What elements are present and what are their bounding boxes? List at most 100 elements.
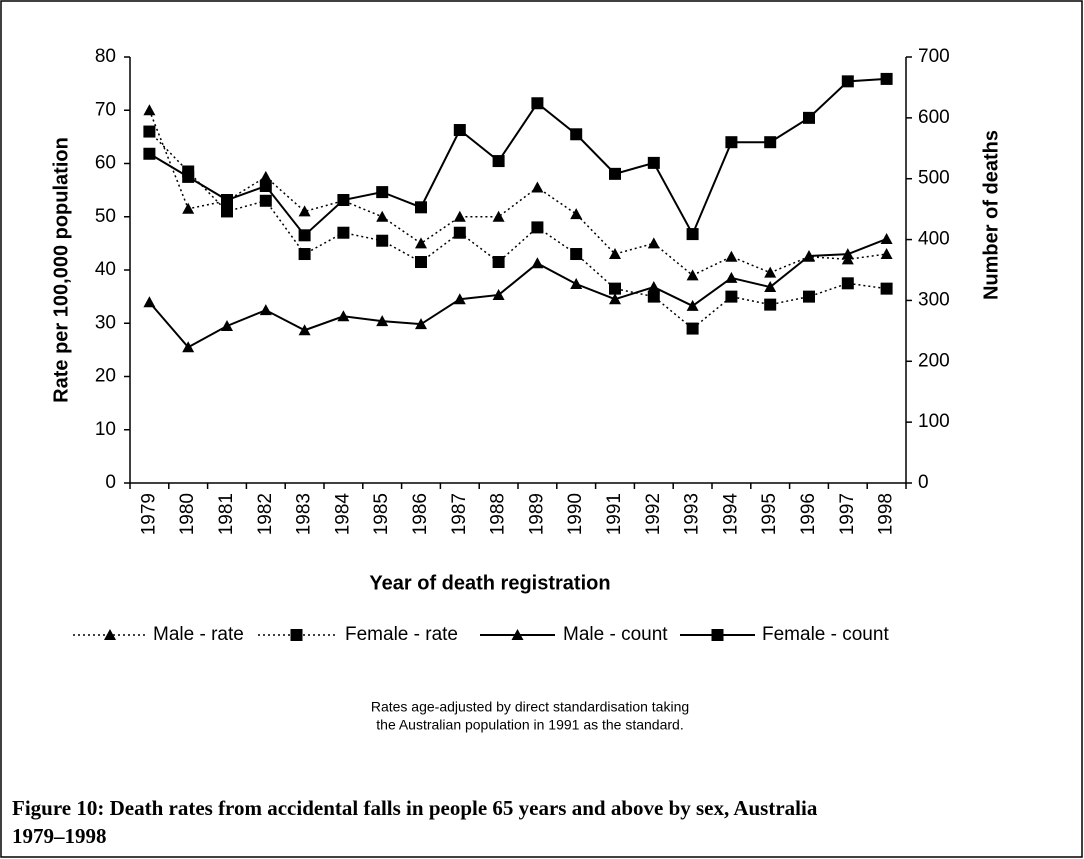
y-tick-label: 60: [95, 153, 116, 174]
y-tick-label: 10: [95, 419, 116, 440]
x-tick-label: 1983: [294, 493, 315, 535]
legend-marker: [104, 629, 116, 640]
data-point: [143, 296, 156, 308]
data-point: [221, 194, 233, 207]
data-point: [182, 170, 195, 183]
data-point: [415, 256, 427, 269]
note: the Australian population in 1991 as the…: [376, 717, 683, 733]
data-point: [880, 248, 893, 260]
data-point: [570, 277, 583, 289]
x-tick-label: 1996: [798, 493, 819, 535]
y2-tick-label: 300: [918, 289, 950, 310]
data-point: [221, 319, 233, 331]
y2-axis-title: Number of deaths: [980, 130, 1002, 300]
data-point: [531, 97, 544, 110]
data-point: [725, 250, 738, 262]
data-point: [143, 147, 156, 160]
x-tick-label: 1982: [255, 493, 276, 535]
data-point: [764, 298, 777, 311]
data-point: [415, 201, 427, 214]
data-point: [492, 155, 505, 168]
series-line: [148, 238, 887, 349]
data-point: [764, 136, 777, 149]
x-tick-label: 1985: [371, 493, 392, 535]
caption: 1979–1998: [12, 824, 107, 848]
data-point: [570, 248, 583, 261]
data-point: [453, 124, 466, 137]
x-tick-label: 1992: [643, 493, 664, 535]
y2-tick-label: 700: [918, 46, 950, 67]
data-point: [725, 136, 738, 149]
x-tick-label: 1991: [604, 493, 625, 535]
series-line: [148, 77, 887, 237]
data-point: [337, 310, 350, 322]
data-point: [686, 269, 699, 281]
data-point: [841, 248, 854, 260]
legend-label: Female - count: [762, 624, 889, 645]
data-point: [182, 202, 195, 214]
data-point: [803, 111, 815, 124]
data-point: [531, 221, 544, 234]
y-tick-label: 40: [95, 259, 116, 280]
legend-label: Female - rate: [345, 624, 458, 645]
y2-tick-label: 0: [918, 472, 929, 493]
data-point: [492, 256, 505, 269]
y-tick-label: 80: [95, 46, 116, 67]
x-tick-label: 1987: [449, 493, 470, 535]
data-point: [686, 228, 699, 241]
x-tick-label: 1994: [720, 493, 741, 536]
data-point: [376, 186, 389, 199]
data-point: [531, 257, 544, 269]
data-point: [221, 205, 233, 218]
data-point: [298, 248, 311, 261]
x-tick-label: 1989: [526, 493, 547, 535]
data-point: [259, 304, 272, 316]
y-tick-label: 30: [95, 312, 116, 333]
data-point: [609, 167, 621, 180]
data-point: [880, 232, 893, 244]
data-point: [298, 205, 311, 217]
y2-tick-label: 400: [918, 229, 950, 250]
y2-tick-label: 600: [918, 107, 950, 128]
y-tick-label: 70: [95, 99, 116, 120]
data-point: [880, 72, 893, 85]
data-point: [764, 266, 777, 278]
data-point: [647, 281, 660, 293]
x-tick-label: 1990: [565, 493, 586, 535]
data-point: [647, 290, 660, 303]
x-tick-label: 1986: [410, 493, 431, 535]
data-point: [647, 156, 660, 169]
data-point: [609, 293, 621, 305]
data-point: [492, 210, 505, 222]
legend-label: Male - count: [563, 624, 668, 645]
y-axis-title: Rate per 100,000 population: [50, 137, 72, 403]
data-point: [609, 248, 621, 260]
data-point: [182, 341, 195, 353]
note: Rates age-adjusted by direct standardisa…: [371, 699, 689, 715]
data-point: [376, 315, 389, 327]
legend-label: Male - rate: [153, 624, 244, 645]
data-point: [570, 208, 583, 220]
data-point: [803, 250, 815, 262]
x-axis-title: Year of death registration: [369, 572, 610, 594]
data-point: [298, 324, 311, 336]
data-point: [841, 277, 854, 290]
x-tick-label: 1980: [177, 493, 198, 535]
data-point: [803, 290, 815, 303]
x-tick-label: 1993: [682, 493, 703, 535]
series-line: [148, 109, 887, 277]
data-point: [764, 281, 777, 293]
data-point: [143, 125, 156, 138]
data-point: [686, 299, 699, 311]
x-tick-label: 1998: [876, 493, 897, 535]
data-point: [453, 293, 466, 305]
y-tick-label: 50: [95, 206, 116, 227]
x-tick-label: 1979: [138, 493, 159, 535]
y-tick-label: 0: [105, 472, 116, 493]
data-point: [298, 229, 311, 242]
data-point: [415, 318, 427, 330]
data-point: [376, 210, 389, 222]
data-point: [492, 288, 505, 300]
